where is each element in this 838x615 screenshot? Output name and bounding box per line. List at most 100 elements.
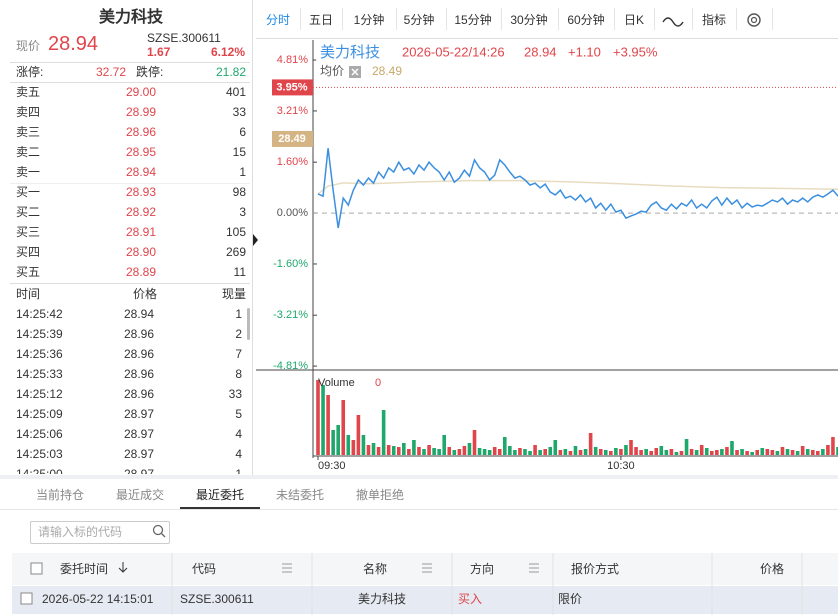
volume-bar — [432, 448, 436, 455]
tabs-border — [0, 509, 838, 510]
header-change-pct: +3.95% — [613, 44, 658, 59]
book-level: 买一 — [16, 185, 41, 199]
divider — [10, 283, 250, 284]
book-price: 28.90 — [126, 245, 157, 259]
period-tab[interactable]: 1分钟 — [353, 13, 385, 27]
book-level: 买三 — [16, 225, 41, 239]
volume-bar — [548, 447, 553, 455]
limit-down: 21.82 — [216, 65, 247, 79]
header-change: +1.10 — [568, 44, 601, 59]
volume-bar — [624, 445, 628, 455]
toolbar-separator — [772, 8, 773, 30]
volume-bar — [533, 445, 537, 455]
volume-bar — [356, 415, 361, 455]
volume-bar — [816, 451, 820, 455]
volume-bar — [609, 451, 613, 455]
volume-bar — [699, 445, 704, 455]
search-box[interactable] — [30, 521, 170, 544]
settings-icon[interactable] — [747, 13, 761, 27]
volume-bar — [775, 451, 780, 455]
y-tick-label: 1.60% — [277, 156, 308, 168]
period-tab[interactable]: 60分钟 — [567, 13, 605, 27]
volume-bar — [629, 440, 633, 455]
y-tick-label: -1.60% — [273, 258, 308, 270]
volume-bar — [462, 446, 467, 455]
y-tick-label: -3.21% — [273, 309, 308, 321]
volume-bar — [321, 385, 325, 455]
order-tab[interactable]: 最近委托 — [196, 488, 245, 502]
book-price: 28.92 — [126, 205, 157, 219]
period-tab[interactable]: 30分钟 — [510, 13, 548, 27]
book-volume: 6 — [239, 125, 246, 139]
limit-up: 32.72 — [96, 65, 127, 79]
book-volume: 105 — [225, 225, 246, 239]
period-tab[interactable]: 分时 — [265, 13, 291, 27]
period-tab[interactable]: 五日 — [308, 13, 334, 27]
volume-bar — [513, 450, 517, 455]
toolbar-border — [256, 38, 838, 39]
volume-bar — [765, 449, 770, 455]
volume-bar — [316, 380, 320, 455]
trade-price: 28.96 — [124, 367, 155, 381]
avg-toggle-x — [351, 68, 359, 76]
toolbar-separator — [300, 8, 301, 30]
table-cell: 2026-05-22 14:15:01 — [42, 592, 154, 606]
volume-bar — [326, 395, 330, 455]
volume-bar — [508, 446, 512, 455]
volume-bar — [674, 452, 679, 455]
column-menu-icons[interactable] — [282, 563, 539, 573]
trade-volume: 2 — [235, 327, 242, 341]
trade-volume: 33 — [228, 387, 242, 401]
stock-code: SZSE.300611 — [147, 31, 221, 45]
trade-price: 28.94 — [124, 307, 155, 321]
volume-bar — [407, 449, 411, 455]
order-tab[interactable]: 撤单拒绝 — [356, 488, 405, 502]
search-icon[interactable] — [152, 524, 166, 540]
volume-bar — [795, 451, 800, 455]
volume-bar — [452, 450, 457, 455]
volume-bar — [573, 446, 578, 455]
trade-price: 28.96 — [124, 347, 155, 361]
y-tick-label: -4.81% — [273, 360, 308, 372]
volume-bar — [780, 447, 785, 455]
volume-bar — [417, 447, 421, 455]
scrollbar[interactable] — [247, 308, 250, 340]
volume-bar — [659, 446, 664, 455]
table-row-bg — [12, 586, 838, 614]
volume-bar — [603, 450, 608, 455]
period-tab[interactable]: 5分钟 — [403, 13, 435, 27]
trade-time: 14:25:06 — [16, 427, 63, 441]
book-level: 买五 — [16, 265, 41, 279]
sort-icon[interactable] — [118, 562, 128, 573]
trade-list[interactable]: 时间 价格 现量 14:25:42 28.94 1 14:25:39 28.96 2 14:25:… — [0, 284, 252, 474]
collapse-arrow[interactable] — [252, 232, 260, 248]
settings-icon-core — [750, 16, 758, 24]
line-icon[interactable] — [662, 17, 684, 27]
volume-bar — [689, 449, 694, 455]
period-tab[interactable]: 15分钟 — [454, 13, 492, 27]
order-tab[interactable]: 未结委托 — [276, 488, 325, 502]
checkbox[interactable] — [20, 592, 33, 605]
book-volume: 33 — [232, 105, 246, 119]
book-volume: 98 — [232, 185, 246, 199]
book-price: 28.94 — [126, 165, 157, 179]
period-tab[interactable]: 日K — [623, 13, 645, 27]
order-tab[interactable]: 当前持仓 — [36, 488, 85, 502]
volume-bar — [755, 450, 760, 455]
trade-time: 14:25:36 — [16, 347, 63, 361]
checkbox[interactable] — [30, 562, 43, 575]
limit-down-label: 跌停: — [136, 65, 164, 79]
order-tab[interactable]: 最近成交 — [116, 488, 165, 502]
toolbar-separator — [736, 8, 737, 30]
indicator-button[interactable]: 指标 — [702, 13, 727, 27]
volume-bar — [639, 450, 643, 455]
volume-bar — [578, 450, 583, 455]
divider — [10, 183, 250, 184]
toolbar-separator — [501, 8, 502, 30]
volume-bar — [437, 449, 441, 455]
table-cell: 美力科技 — [358, 592, 407, 606]
toolbar-separator — [342, 8, 343, 30]
volume-bar — [351, 440, 356, 455]
trade-time: 14:25:33 — [16, 367, 63, 381]
trade-volume: 4 — [235, 427, 242, 441]
